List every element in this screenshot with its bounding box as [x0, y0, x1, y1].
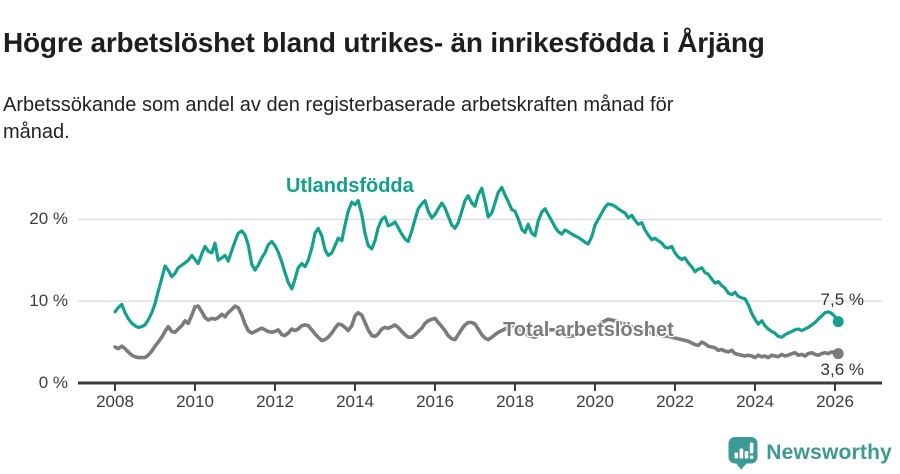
y-tick-label: 20 % — [29, 209, 68, 229]
subtitle-line-2: månad. — [3, 121, 70, 143]
subtitle-line-1: Arbetssökande som andel av den registerb… — [3, 94, 674, 116]
x-tick-label: 2020 — [576, 392, 614, 411]
x-tick-label: 2024 — [736, 392, 774, 411]
line-series-utlandsfodda — [113, 185, 840, 339]
x-tick-label: 2016 — [416, 392, 454, 411]
line-series-total — [113, 304, 841, 360]
newsworthy-bubble-chart-icon — [728, 437, 758, 470]
end-value-label-total: 3,6 % — [820, 360, 864, 379]
newsworthy-logo: Newsworthy — [728, 436, 892, 470]
newsworthy-wordmark: Newsworthy — [766, 441, 892, 464]
x-tick-label: 2018 — [496, 392, 534, 411]
x-tick-label: 2008 — [96, 392, 134, 411]
x-tick-label: 2010 — [176, 392, 214, 411]
y-tick-label: 0 % — [38, 373, 68, 392]
x-tick-label: 2014 — [336, 392, 374, 411]
series-label-utlandsfodda: Utlandsfödda — [286, 175, 414, 197]
series-label-total-arbetsloshet: Total arbetslöshet — [503, 319, 674, 341]
page-title: Högre arbetslöshet bland utrikes- än inr… — [3, 26, 765, 58]
page-subtitle: Arbetssökande som andel av den registerb… — [3, 92, 883, 146]
x-tick-label: 2022 — [656, 392, 694, 411]
y-tick-label: 10 % — [29, 291, 68, 311]
end-dot-total — [832, 348, 844, 360]
x-tick-label: 2026 — [816, 392, 854, 411]
x-tick-label: 2012 — [256, 392, 294, 411]
end-dot-utlandsfodda — [832, 316, 844, 328]
end-value-label-utlandsfodda: 7,5 % — [820, 290, 864, 309]
